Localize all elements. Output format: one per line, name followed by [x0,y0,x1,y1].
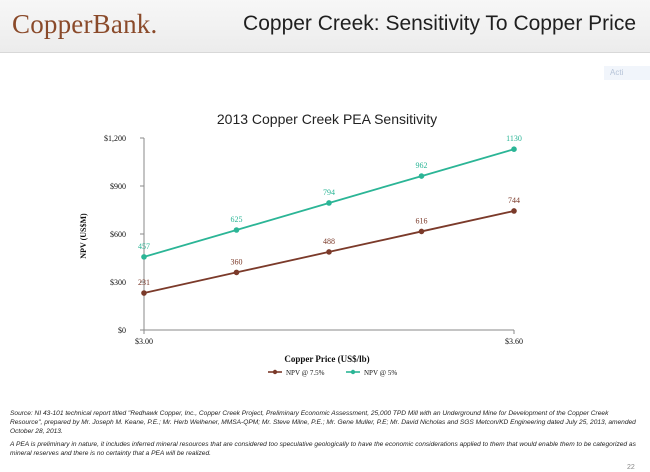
data-label: 1130 [506,134,522,143]
data-point [326,200,332,206]
data-label: 231 [138,278,150,287]
data-label: 616 [416,216,428,225]
data-label: 488 [323,237,335,246]
pea-disclaimer: A PEA is preliminary in nature, it inclu… [10,441,636,457]
chart-title: 2013 Copper Creek PEA Sensitivity [217,111,437,127]
corner-tag: Acti [604,66,650,80]
data-label: 625 [231,215,243,224]
data-point [511,146,517,152]
data-label: 962 [416,161,428,170]
slide-title: Copper Creek: Sensitivity To Copper Pric… [243,12,636,35]
source-note: Source: NI 43-101 technical report title… [10,410,636,435]
data-label: 360 [231,257,243,266]
chart-series: 231 360 488 616 744 457 625 794 962 1130 [138,134,522,296]
chart-axes: $0 $300 $600 $900 $1,200 $3.00 $3.60 [104,134,523,346]
data-point [418,173,425,179]
data-label: 457 [138,242,150,251]
legend-marker [272,369,278,375]
data-point [233,269,240,276]
y-tick-label: $0 [118,326,126,335]
copperbank-logo: CopperBank. [12,9,158,39]
data-point [418,228,425,235]
data-label: 794 [323,188,335,197]
legend-marker [350,369,356,375]
x-tick-label: $3.00 [135,337,153,346]
x-tick-label: $3.60 [505,337,523,346]
legend-label: NPV @ 5% [364,369,397,377]
y-tick-label: $1,200 [104,134,126,143]
y-tick-label: $600 [110,230,126,239]
data-point [233,227,240,233]
data-point [141,254,147,260]
data-point [511,208,517,214]
chart-legend: NPV @ 7.5% NPV @ 5% [268,369,397,377]
x-axis-label: Copper Price (US$/lb) [284,354,369,364]
npv-sensitivity-chart: 2013 Copper Creek PEA Sensitivity $0 $300… [79,111,523,377]
page-number: 22 [627,464,635,471]
slide-header: CopperBank. Copper Creek: Sensitivity To… [0,0,650,53]
y-tick-label: $900 [110,182,126,191]
data-point [326,249,332,255]
y-axis-label: NPV (US$M) [79,213,88,259]
y-tick-label: $300 [110,278,126,287]
data-point [141,290,147,296]
data-label: 744 [508,196,520,205]
footnotes: Source: NI 43-101 technical report title… [10,409,640,462]
legend-label: NPV @ 7.5% [286,369,325,377]
